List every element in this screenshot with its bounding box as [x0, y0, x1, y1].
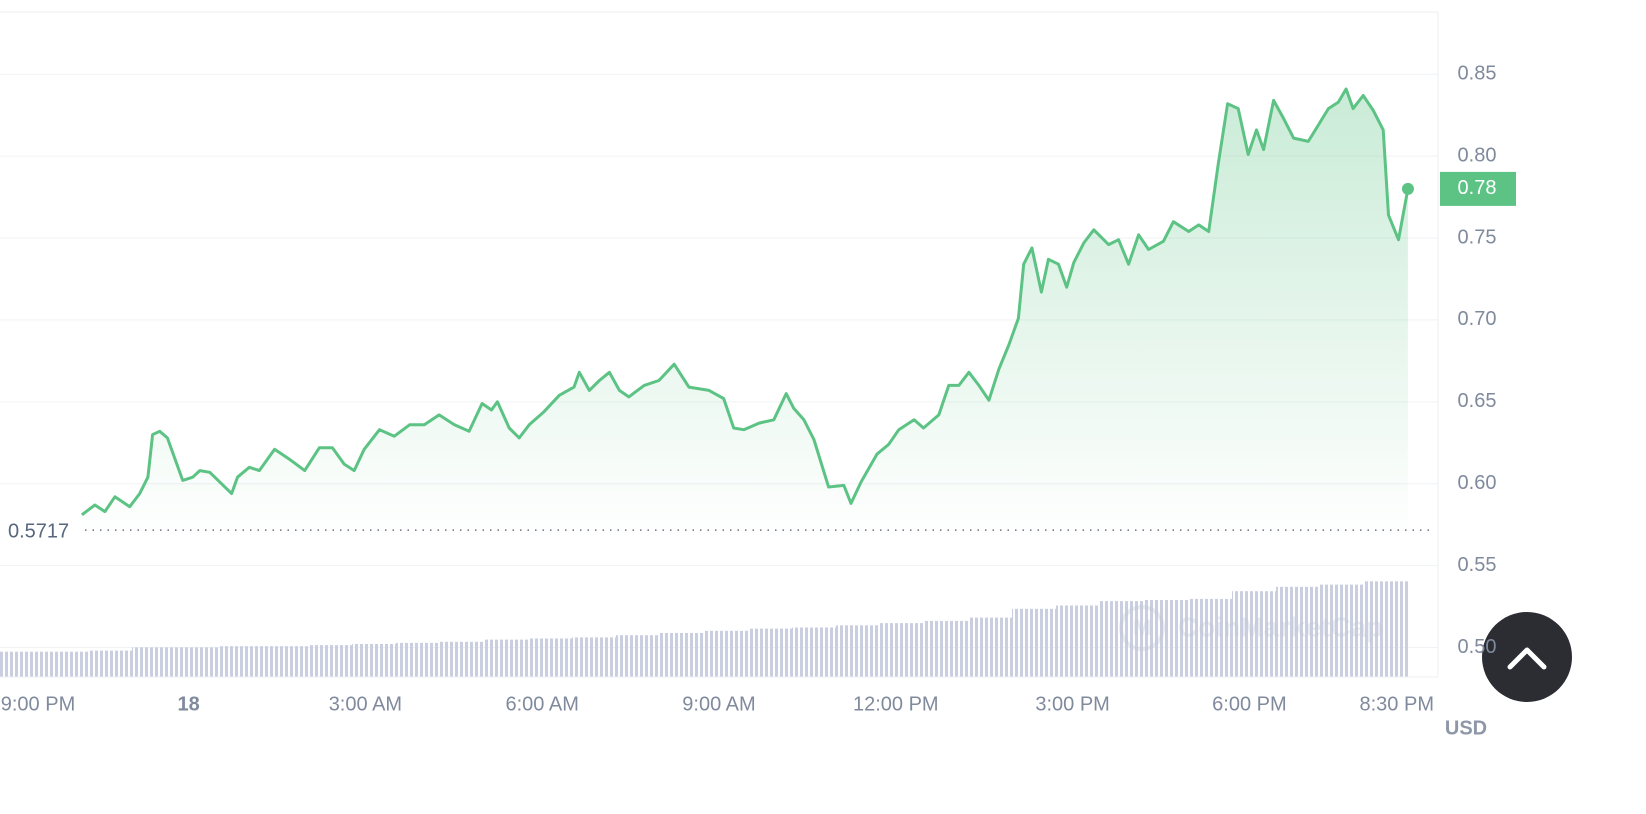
- volume-bar: [0, 651, 44, 677]
- watermark-text: CoinMarketCap: [1178, 611, 1383, 642]
- plot: 0.5717: [0, 73, 1438, 677]
- x-tick-label: 8:30 PM: [1360, 693, 1434, 715]
- volume-bar: [44, 651, 88, 677]
- y-tick-label: 0.50: [1458, 636, 1497, 658]
- reference-label-bg: [2, 516, 80, 545]
- watermark-logo: M: [1133, 615, 1151, 640]
- x-tick-label: 6:00 AM: [506, 693, 579, 715]
- x-tick-label: 12:00 PM: [853, 693, 939, 715]
- y-tick-label: 0.80: [1458, 144, 1497, 166]
- x-tick-label: 3:00 PM: [1035, 693, 1109, 715]
- last-point: [1401, 182, 1414, 195]
- x-tick-label: 6:00 PM: [1212, 693, 1286, 715]
- x-tick-label: 18: [177, 693, 199, 715]
- price-tag-label: 0.78: [1458, 177, 1497, 199]
- y-tick-label: 0.75: [1458, 226, 1497, 248]
- y-tick-label: 0.60: [1458, 472, 1497, 494]
- reference-label: 0.5717: [8, 520, 69, 542]
- y-tick-label: 0.65: [1458, 390, 1497, 412]
- x-tick-label: 3:00 AM: [329, 693, 402, 715]
- y-tick-label: 0.70: [1458, 308, 1497, 330]
- y-tick-label: 0.55: [1458, 554, 1497, 576]
- x-tick-label: 9:00 PM: [1, 693, 75, 715]
- price-line: [80, 87, 1410, 516]
- watermark: M CoinMarketCap: [1119, 605, 1383, 651]
- x-tick-label: 9:00 AM: [682, 693, 755, 715]
- y-tick-label: 0.85: [1458, 63, 1497, 85]
- currency-label: USD: [1445, 717, 1487, 739]
- price-area: [81, 89, 1408, 677]
- scroll-top-button[interactable]: [1482, 612, 1572, 702]
- price-tag: [1440, 171, 1516, 206]
